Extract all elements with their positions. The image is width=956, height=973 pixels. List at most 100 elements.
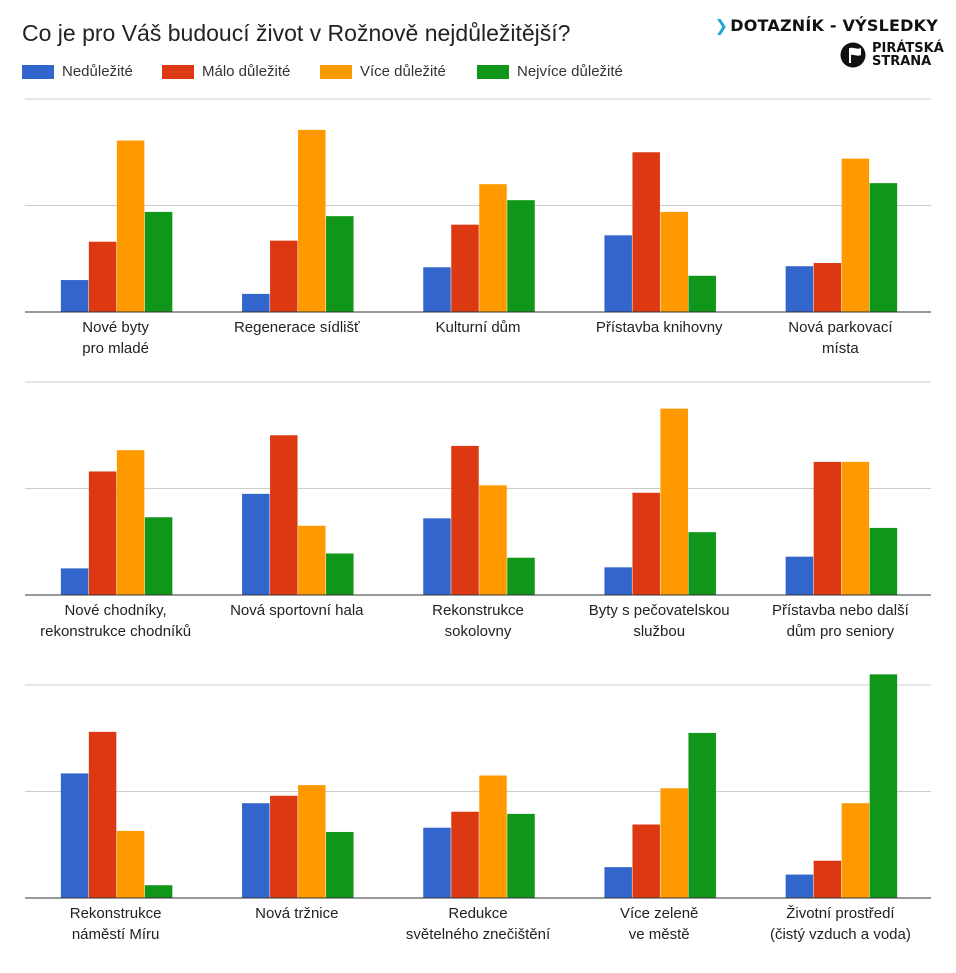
bar [841, 461, 870, 595]
bar [632, 824, 660, 898]
bar [423, 267, 451, 312]
bar [60, 280, 89, 312]
bar [688, 532, 716, 595]
bar [869, 674, 898, 898]
category-label: Životní prostředí [786, 905, 895, 922]
bar [451, 811, 479, 898]
legend-swatch [162, 65, 194, 79]
bar [869, 183, 898, 312]
legend-label: Nejvíce důležité [517, 63, 623, 80]
bar [298, 525, 326, 595]
bar [451, 224, 479, 312]
bar [688, 275, 716, 312]
bar [688, 732, 716, 898]
legend-label: Více důležité [360, 63, 446, 80]
category-label: pro mladé [82, 340, 149, 357]
bar [841, 158, 870, 312]
category-label: Přístavba nebo další [772, 602, 910, 619]
category-label: Kulturní dům [435, 319, 520, 336]
category-label: světelného znečištění [406, 926, 551, 943]
category-label: Nové byty [82, 319, 149, 336]
bar [479, 485, 507, 595]
bar [144, 211, 173, 312]
category-label: službou [633, 623, 685, 640]
bar [116, 450, 145, 595]
bar [423, 827, 451, 898]
legend-label: Nedůležité [62, 63, 133, 80]
category-label: místa [822, 340, 859, 357]
bar [604, 867, 632, 898]
legend-swatch [477, 65, 509, 79]
category-label: Nové chodníky, [64, 602, 166, 619]
bar [507, 557, 535, 595]
chart-title: Co je pro Váš budoucí život v Rožnově ne… [22, 20, 571, 46]
category-label: Rekonstrukce [432, 602, 524, 619]
category-label: dům pro seniory [787, 623, 895, 640]
bar [242, 803, 270, 898]
bar [660, 211, 688, 312]
bar [632, 492, 660, 595]
brand-name: PIRÁTSKÁ STRANA [872, 42, 944, 68]
bar [479, 184, 507, 312]
bar [60, 773, 89, 898]
bar [242, 493, 270, 595]
bar [144, 517, 173, 595]
category-label: náměstí Míru [72, 926, 160, 943]
bar [326, 831, 354, 898]
bar [242, 293, 270, 312]
legend-swatch [320, 65, 352, 79]
category-label: Nová tržnice [255, 905, 338, 922]
bar [660, 408, 688, 595]
bar [785, 266, 814, 312]
bar [632, 152, 660, 312]
category-label: sokolovny [445, 623, 512, 640]
category-label: Přístavba knihovny [596, 319, 723, 336]
pirate-party-flag-icon [840, 42, 866, 68]
category-label: Více zeleně [620, 905, 698, 922]
bar [326, 553, 354, 595]
bar [604, 567, 632, 595]
brand-heading: ❯ DOTAZNÍK - VÝSLEDKY [715, 16, 938, 35]
bar [116, 140, 145, 312]
bar [813, 263, 842, 312]
bar [270, 795, 298, 898]
bar [451, 445, 479, 595]
bar [785, 874, 814, 898]
legend-swatch [22, 65, 54, 79]
category-label: Byty s pečovatelskou [589, 602, 730, 619]
chevron-right-icon: ❯ [714, 16, 729, 35]
bar [507, 200, 535, 312]
bar [298, 785, 326, 898]
category-label: ve městě [629, 926, 690, 943]
brand-logo-block: ❯ DOTAZNÍK - VÝSLEDKY PIRÁTSKÁ STRANA [715, 12, 944, 72]
bar [841, 803, 870, 898]
bar [88, 241, 117, 312]
legend-label: Málo důležité [202, 63, 291, 80]
bar [813, 461, 842, 595]
bar [144, 885, 173, 898]
bar [507, 813, 535, 898]
category-label: Nová parkovací [788, 319, 893, 336]
bar [423, 518, 451, 595]
bar [479, 775, 507, 898]
category-label: Regenerace sídlišť [234, 319, 360, 336]
bar [88, 471, 117, 595]
bar [270, 435, 298, 595]
category-label: Rekonstrukce [70, 905, 162, 922]
category-label: Redukce [448, 905, 507, 922]
bar [869, 527, 898, 595]
bar [88, 731, 117, 898]
bar [270, 240, 298, 312]
bar [785, 556, 814, 595]
bar [326, 216, 354, 312]
bar [60, 568, 89, 595]
category-label: (čistý vzduch a voda) [770, 926, 911, 943]
bar [660, 788, 688, 898]
category-label: rekonstrukce chodníků [40, 623, 191, 640]
bar [813, 860, 842, 898]
bar [116, 830, 145, 898]
brand-name-line2: STRANA [872, 54, 932, 69]
bar [604, 235, 632, 312]
brand-heading-text: DOTAZNÍK - VÝSLEDKY [730, 16, 938, 35]
